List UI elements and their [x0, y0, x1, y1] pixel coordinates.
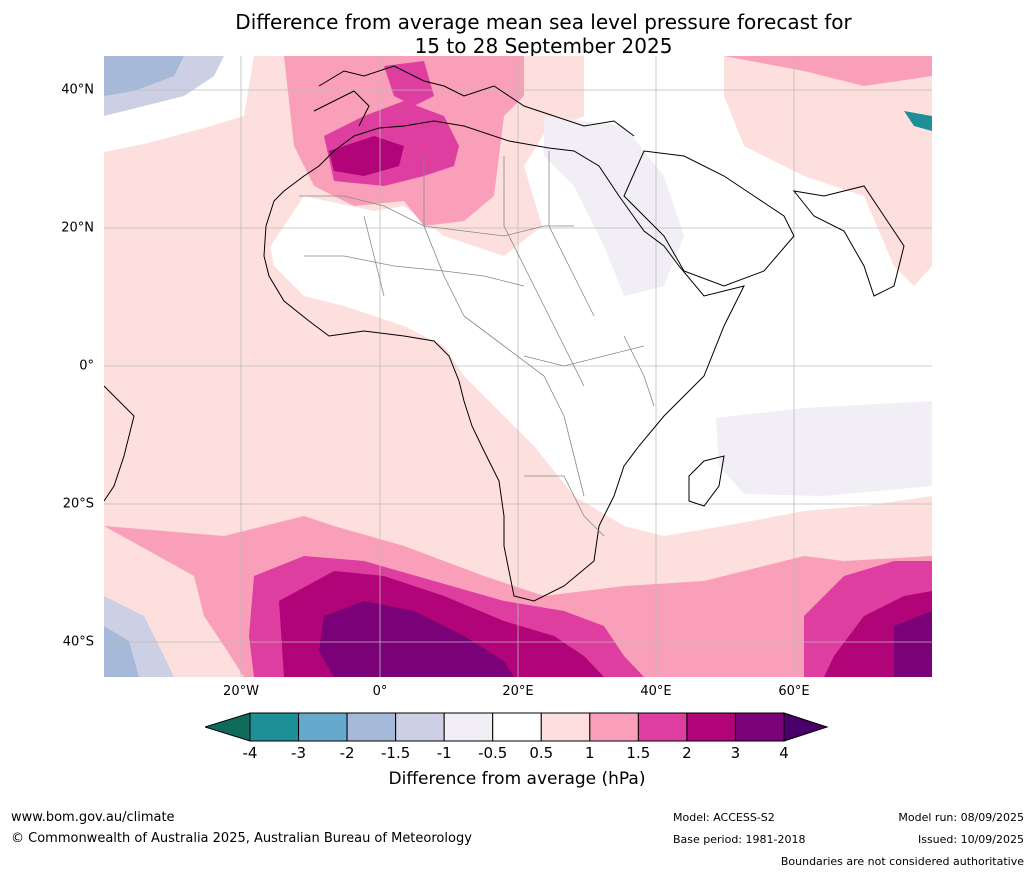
- colorbar-bin: [249, 712, 300, 742]
- colorbar-bin: [443, 712, 494, 742]
- lat-label-20s: 20°S: [62, 496, 94, 512]
- colorbar-bin: [734, 712, 785, 742]
- colorbar-bin: [589, 712, 639, 742]
- colorbar-tick-label: 1.5: [626, 744, 651, 762]
- map-svg: [104, 56, 932, 677]
- lat-label-0: 0°: [79, 358, 94, 374]
- colorbar-bin: [298, 712, 348, 742]
- colorbar-tick-label: -3: [291, 744, 307, 762]
- colorbar-bin: [686, 712, 736, 742]
- colorbar-bin: [395, 712, 445, 742]
- colorbar-tick-label: 3: [730, 744, 741, 762]
- pressure-anomaly-map: [104, 56, 932, 677]
- lat-label-20n: 20°N: [61, 220, 94, 236]
- colorbar-title: Difference from average (hPa): [388, 769, 646, 789]
- colorbar-bin: [346, 712, 397, 742]
- map-title-line2: 15 to 28 September 2025: [414, 34, 673, 58]
- footer-base-period: Base period: 1981-2018: [673, 833, 806, 846]
- coastlines: [104, 65, 905, 602]
- colorbar-tick-label: 4: [779, 744, 789, 762]
- colorbar-tick-label: -2: [339, 744, 355, 762]
- lon-label-60e: 60°E: [778, 684, 810, 699]
- colorbar-bin: [540, 712, 591, 742]
- footer-copyright: © Commonwealth of Australia 2025, Austra…: [11, 831, 472, 846]
- colorbar-tick-label: 1: [585, 744, 595, 762]
- colorbar-bin: [492, 712, 542, 742]
- footer-model-run: Model run: 08/09/2025: [898, 811, 1024, 824]
- country-borders: [299, 151, 655, 537]
- anomaly-contours: [104, 56, 932, 677]
- gridlines: [104, 56, 932, 677]
- colorbar-tick-label: -1.5: [380, 744, 411, 762]
- footer-website: www.bom.gov.au/climate: [11, 810, 175, 825]
- lon-label-0: 0°: [372, 684, 388, 699]
- footer-disclaimer: Boundaries are not considered authoritat…: [780, 855, 1024, 868]
- colorbar-tick-label: -4: [242, 744, 258, 762]
- colorbar-tick-label: -0.5: [478, 744, 508, 762]
- colorbar: [205, 712, 829, 742]
- footer-issued: Issued: 10/09/2025: [917, 833, 1024, 846]
- lon-label-20w: 20°W: [223, 684, 259, 699]
- colorbar-tick-label: 0.5: [529, 744, 554, 762]
- colorbar-extend-max: [783, 712, 829, 742]
- map-title-line1: Difference from average mean sea level p…: [235, 10, 852, 34]
- lat-label-40n: 40°N: [61, 82, 94, 98]
- colorbar-tick-label: 2: [682, 744, 692, 762]
- footer-model: Model: ACCESS-S2: [673, 811, 775, 824]
- colorbar-bin: [637, 712, 688, 742]
- lon-label-20e: 20°E: [502, 684, 534, 699]
- lat-label-40s: 40°S: [62, 634, 94, 650]
- lon-label-40e: 40°E: [640, 684, 672, 699]
- colorbar-tick-label: -1: [436, 744, 452, 762]
- colorbar-bins: [249, 712, 785, 742]
- colorbar-extend-min: [205, 712, 251, 742]
